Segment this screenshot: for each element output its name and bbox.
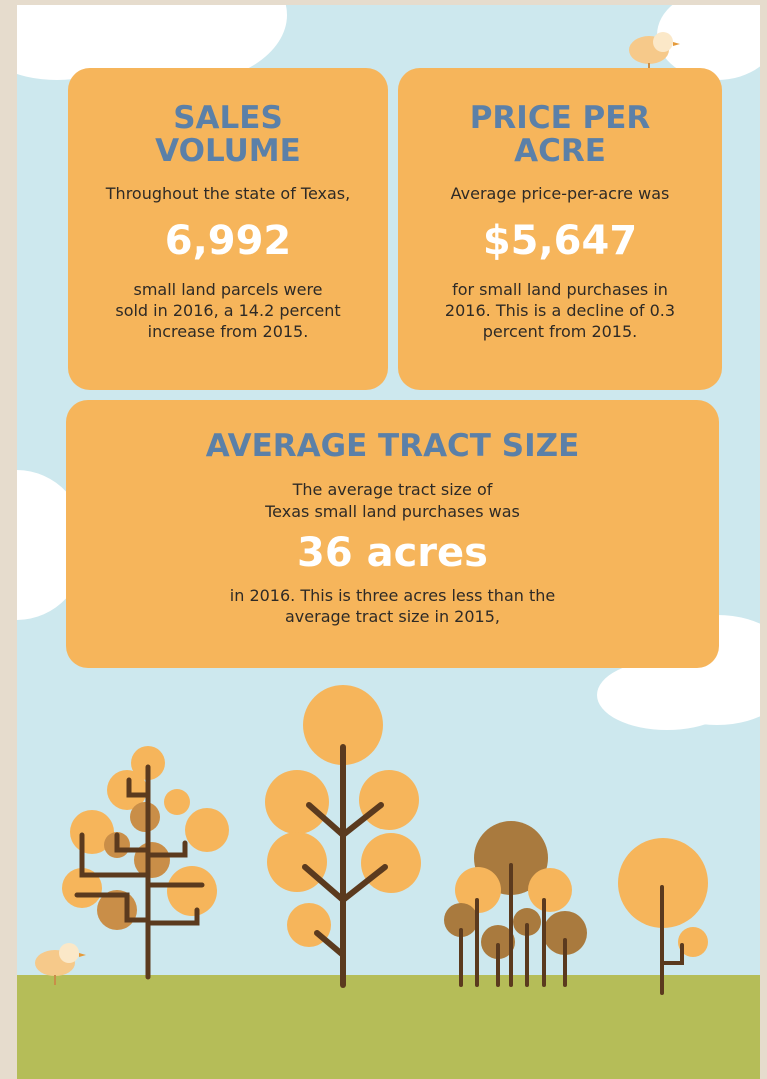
card-intro: Throughout the state of Texas, (105, 184, 351, 203)
card-price-per-acre: PRICE PER ACRE Average price-per-acre wa… (398, 68, 722, 390)
title-line: AVERAGE TRACT SIZE (205, 428, 580, 464)
title-line: SALES (173, 100, 283, 136)
tree-2 (265, 685, 421, 988)
description-line: sold in 2016, a 14.2 percent (115, 301, 341, 320)
intro-line: The average tract size of (292, 480, 493, 499)
tree-1 (62, 746, 229, 980)
description-line: average tract size in 2015, (285, 607, 500, 626)
card-intro: The average tract size of Texas small la… (66, 479, 719, 523)
card-figure: 36 acres (297, 530, 488, 576)
description-line: 2016. This is a decline of 0.3 (444, 301, 676, 320)
description-line: increase from 2015. (147, 322, 309, 341)
bird-bottom (35, 943, 86, 985)
card-description: for small land purchases in 2016. This i… (398, 279, 722, 342)
title-line: VOLUME (155, 133, 301, 169)
card-title: AVERAGE TRACT SIZE (66, 430, 719, 463)
title-line: PRICE PER (469, 100, 651, 136)
card-figure: 6,992 (164, 218, 292, 264)
tree-3 (444, 821, 587, 987)
ground (17, 975, 760, 1079)
card-title: PRICE PER ACRE (398, 102, 722, 168)
card-sales-volume: SALES VOLUME Throughout the state of Tex… (68, 68, 388, 390)
card-intro: Average price-per-acre was (450, 184, 670, 203)
card-description: small land parcels were sold in 2016, a … (68, 279, 388, 342)
description-line: in 2016. This is three acres less than t… (229, 586, 556, 605)
card-figure: $5,647 (482, 218, 638, 264)
description-line: small land parcels were (133, 280, 323, 299)
tree-4 (618, 838, 708, 995)
title-line: ACRE (514, 133, 606, 169)
description-line: percent from 2015. (482, 322, 638, 341)
card-title: SALES VOLUME (68, 102, 388, 168)
description-line: for small land purchases in (452, 280, 668, 299)
card-description: in 2016. This is three acres less than t… (66, 585, 719, 627)
infographic: SALES VOLUME Throughout the state of Tex… (17, 5, 760, 1079)
intro-line: Texas small land purchases was (265, 502, 520, 521)
card-average-tract-size: AVERAGE TRACT SIZE The average tract siz… (66, 400, 719, 668)
